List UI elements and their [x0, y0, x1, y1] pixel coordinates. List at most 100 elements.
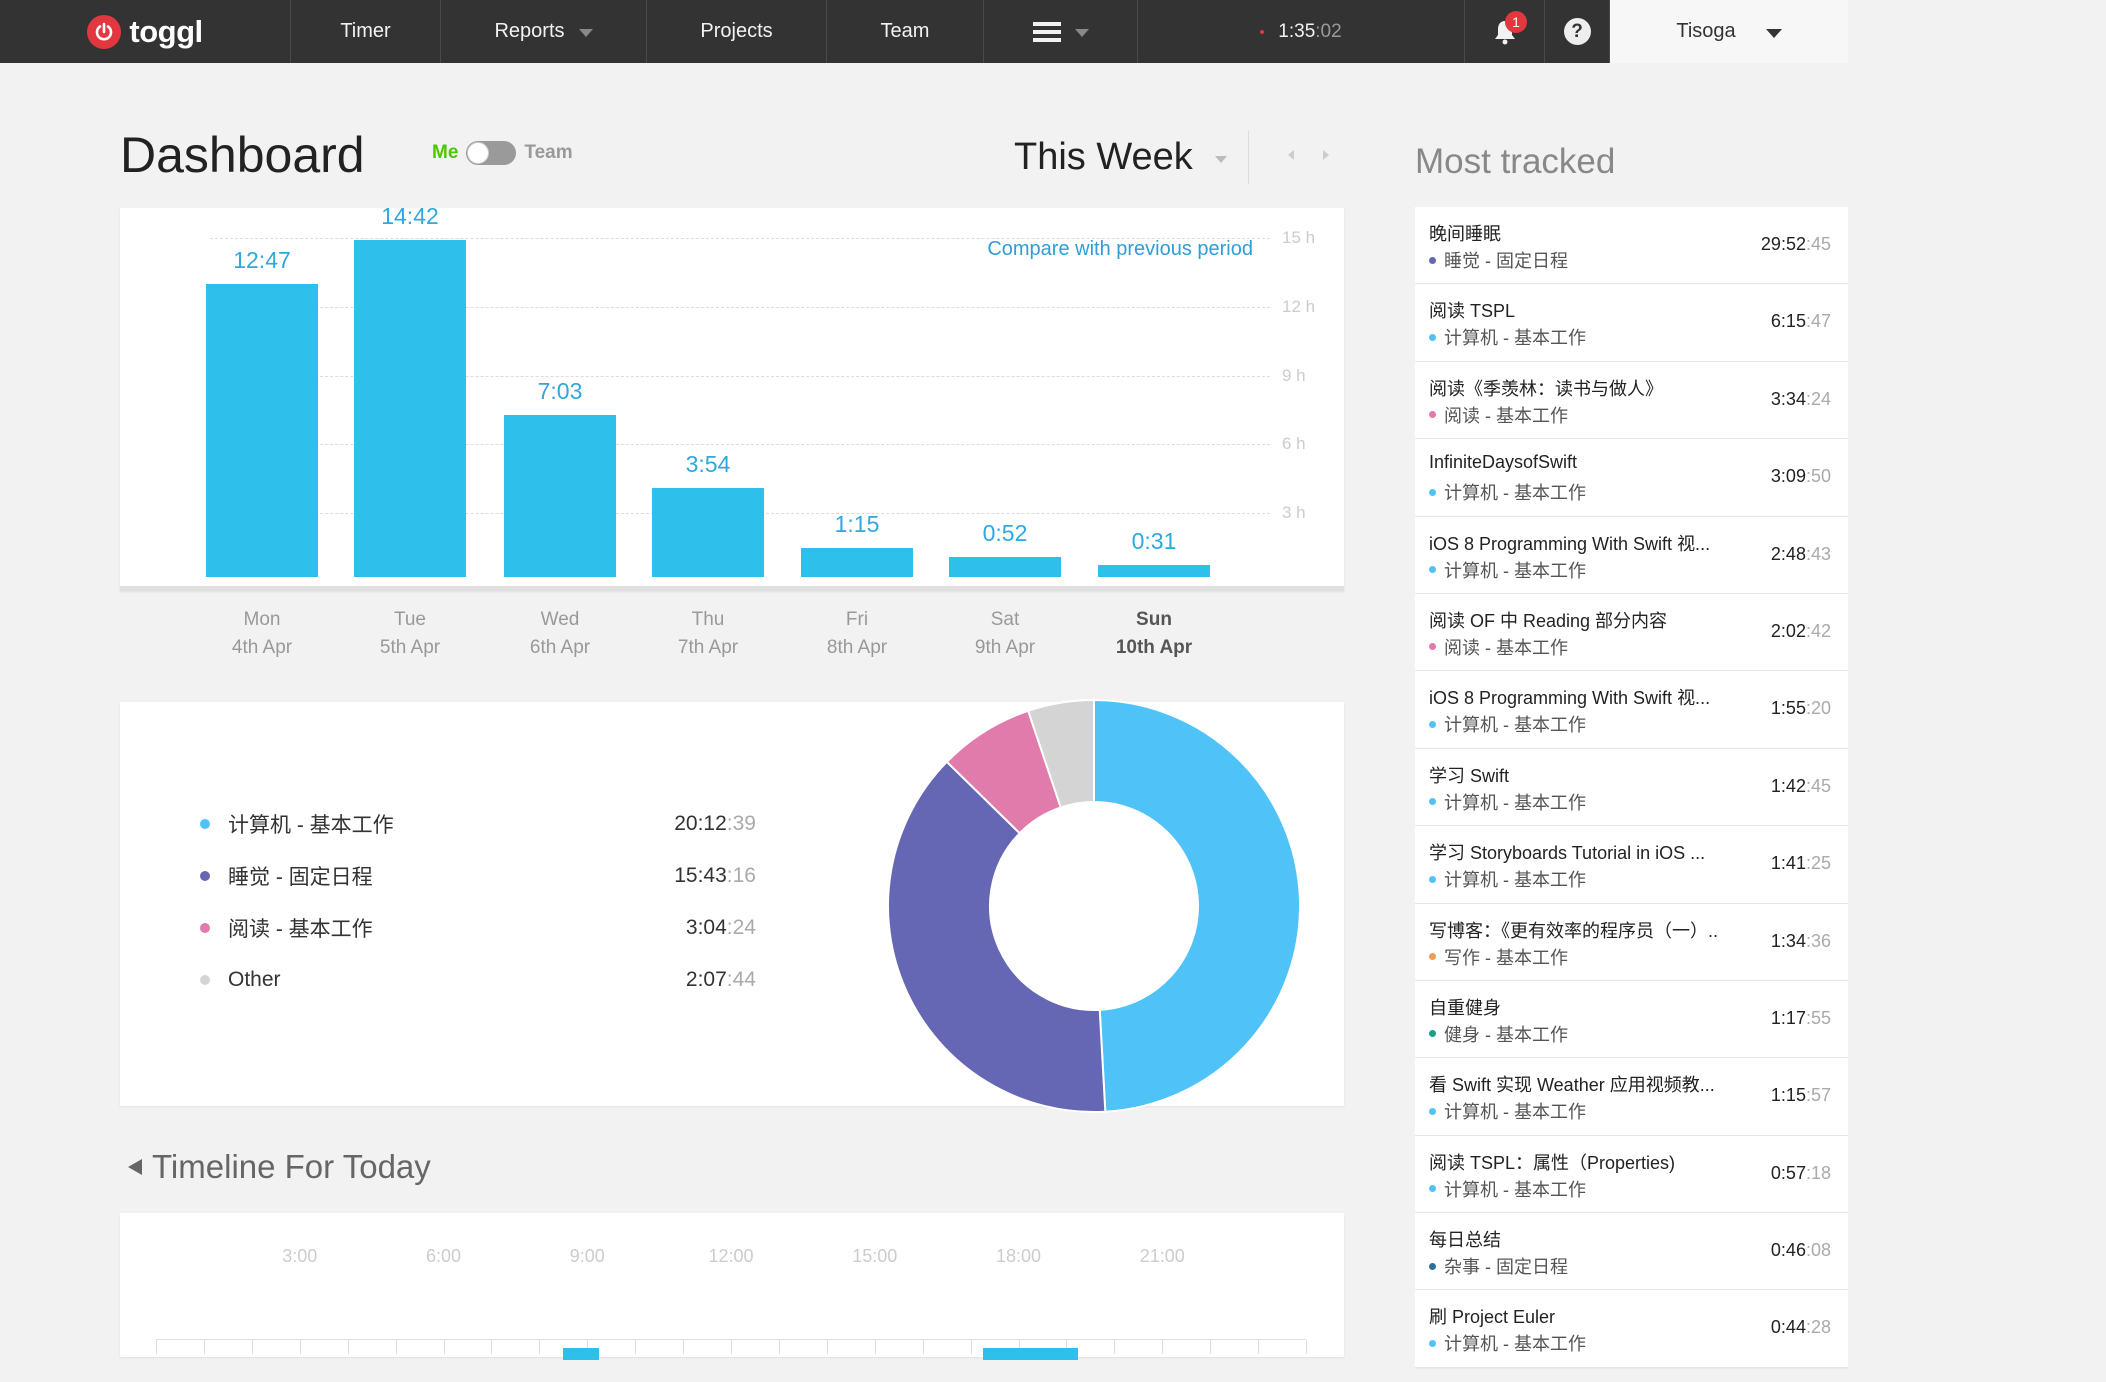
day-bar[interactable] — [949, 557, 1061, 577]
donut-slice[interactable] — [1026, 698, 1095, 809]
day-bar[interactable] — [652, 487, 764, 577]
notifications-button[interactable]: 1 — [1465, 0, 1545, 63]
collapse-arrow-icon[interactable] — [128, 1159, 142, 1175]
nav-team[interactable]: Team — [827, 0, 984, 63]
legend-dot — [200, 975, 210, 985]
timer-hm: 1:35 — [1278, 20, 1316, 42]
most-tracked-item[interactable]: 刷 Project Euler 计算机 - 基本工作 0:44:28 — [1415, 1290, 1848, 1368]
user-menu[interactable]: Tisoga — [1610, 0, 1848, 63]
most-tracked-title: Most tracked — [1415, 142, 1616, 181]
duration-hm: 1:17 — [1770, 1007, 1806, 1028]
most-tracked-item[interactable]: 每日总结 杂事 - 固定日程 0:46:08 — [1415, 1213, 1848, 1291]
day-date: 8th Apr — [826, 637, 888, 658]
timeline-track[interactable] — [156, 1339, 1307, 1360]
toggle-switch[interactable] — [466, 141, 517, 165]
bar-value-label: 0:52 — [982, 520, 1028, 547]
entry-project: 计算机 - 基本工作 — [1429, 1176, 1586, 1202]
user-name: Tisoga — [1676, 20, 1736, 42]
most-tracked-item[interactable]: 学习 Swift 计算机 - 基本工作 1:42:45 — [1415, 748, 1848, 827]
logo-text: toggl — [129, 13, 203, 49]
timeline-tick — [970, 1340, 972, 1354]
nav-timer[interactable]: Timer — [291, 0, 441, 63]
day-bar[interactable] — [504, 415, 616, 577]
project-color-dot — [1429, 1262, 1436, 1270]
entry-name: 阅读 OF 中 Reading 部分内容 — [1429, 610, 1668, 631]
entry-project: 写作 - 基本工作 — [1429, 944, 1568, 970]
compare-previous-link[interactable]: Compare with previous period — [987, 238, 1253, 260]
day-label: Sat 9th Apr — [949, 606, 1061, 662]
entry-duration: 3:09:50 — [1771, 466, 1831, 487]
legend-row[interactable]: 睡觉 - 固定日程 15:43:16 — [200, 861, 756, 891]
most-tracked-item[interactable]: iOS 8 Programming With Swift 视... 计算机 - 基… — [1415, 516, 1848, 594]
most-tracked-item[interactable]: 阅读 OF 中 Reading 部分内容 阅读 - 基本工作 2:02:42 — [1415, 593, 1848, 672]
donut-slice[interactable] — [887, 760, 1107, 1113]
timeline-tick — [443, 1340, 445, 1354]
entry-name: 学习 Swift — [1429, 765, 1510, 786]
entry-duration: 0:44:28 — [1771, 1317, 1831, 1338]
most-tracked-item[interactable]: 看 Swift 实现 Weather 应用视频教... 计算机 - 基本工作 1:1… — [1415, 1058, 1848, 1136]
day-bar[interactable] — [1098, 565, 1210, 577]
day-name: Sun — [1136, 609, 1172, 630]
most-tracked-item[interactable]: 写博客：《更有效率的程序员（一）.. 写作 - 基本工作 1:34:36 — [1415, 903, 1848, 981]
day-bar[interactable] — [354, 239, 466, 577]
timeline-tick — [1066, 1340, 1068, 1354]
nav-reports[interactable]: Reports — [441, 0, 647, 63]
most-tracked-item[interactable]: 学习 Storyboards Tutorial in iOS ... 计算机 - … — [1415, 826, 1848, 904]
duration-hm: 3:04 — [685, 916, 727, 939]
timeline-tick — [1114, 1340, 1116, 1354]
running-timer[interactable]: 1:35:02 — [1138, 0, 1465, 63]
day-name: Fri — [845, 609, 869, 630]
most-tracked-item[interactable]: iOS 8 Programming With Swift 视... 计算机 - 基… — [1415, 671, 1848, 749]
nav-team-label: Team — [880, 20, 930, 42]
timeline-card: 3:00 6:00 9:00 12:00 15:00 18:00 21:00 — [120, 1213, 1344, 1360]
power-icon — [87, 14, 122, 49]
day-bar[interactable] — [801, 548, 913, 577]
most-tracked-item[interactable]: 阅读《季羡林：读书与做人》 阅读 - 基本工作 3:34:24 — [1415, 361, 1848, 440]
project-label: 计算机 - 基本工作 — [1444, 715, 1586, 736]
duration-sec: :18 — [1805, 1162, 1831, 1183]
day-name: Thu — [691, 609, 725, 630]
duration-hm: 1:42 — [1770, 775, 1806, 796]
period-selector[interactable]: This Week — [1014, 136, 1227, 179]
entry-project: 阅读 - 基本工作 — [1429, 402, 1568, 428]
timeline-tick — [539, 1340, 541, 1354]
donut-slice[interactable] — [1093, 698, 1301, 1113]
entry-name: 每日总结 — [1429, 1230, 1501, 1251]
duration-hm: 29:52 — [1760, 234, 1806, 254]
me-team-toggle[interactable]: Me Team — [432, 141, 573, 165]
most-tracked-item[interactable]: 阅读 TSPL 计算机 - 基本工作 6:15:47 — [1415, 284, 1848, 362]
previous-period-icon[interactable] — [1288, 150, 1294, 160]
most-tracked-item[interactable]: 晚间睡眠 睡觉 - 固定日程 29:52:45 — [1415, 207, 1848, 285]
legend-row[interactable]: 计算机 - 基本工作 20:12:39 — [200, 809, 756, 839]
most-tracked-item[interactable]: 自重健身 健身 - 基本工作 1:17:55 — [1415, 980, 1848, 1059]
day-date: 10th Apr — [1115, 637, 1193, 658]
nav-more-menu[interactable] — [984, 0, 1138, 63]
legend-duration: 15:43:16 — [674, 864, 756, 888]
toggl-logo[interactable]: toggl — [0, 0, 291, 63]
grid-line — [210, 238, 1270, 239]
duration-sec: :50 — [1805, 466, 1831, 487]
toggle-team-label[interactable]: Team — [524, 142, 573, 163]
duration-sec: :25 — [1805, 853, 1831, 874]
nav-reports-label: Reports — [494, 20, 565, 42]
timeline-heading[interactable]: Timeline For Today — [128, 1148, 431, 1186]
legend-row[interactable]: Other 2:07:44 — [200, 965, 756, 995]
next-period-icon[interactable] — [1323, 150, 1329, 160]
entry-project: 睡觉 - 固定日程 — [1429, 247, 1568, 273]
entry-project: 计算机 - 基本工作 — [1429, 1098, 1586, 1124]
day-bar[interactable] — [206, 283, 318, 577]
legend-label: 阅读 - 基本工作 — [228, 918, 373, 941]
nav-projects[interactable]: Projects — [647, 0, 827, 63]
most-tracked-item[interactable]: 阅读 TSPL：属性（Properties) 计算机 - 基本工作 0:57:18 — [1415, 1135, 1848, 1214]
legend-row[interactable]: 阅读 - 基本工作 3:04:24 — [200, 913, 756, 943]
most-tracked-item[interactable]: InfiniteDaysofSwift 计算机 - 基本工作 3:09:50 — [1415, 439, 1848, 517]
timeline-entry[interactable] — [982, 1348, 1079, 1360]
duration-sec: :44 — [726, 968, 756, 991]
legend-dot — [200, 871, 210, 881]
toggle-me-label[interactable]: Me — [432, 142, 459, 163]
duration-hm: 0:44 — [1770, 1317, 1806, 1338]
entry-duration: 3:34:24 — [1771, 389, 1831, 410]
help-button[interactable]: ? — [1545, 0, 1610, 63]
timeline-entry[interactable] — [563, 1348, 600, 1360]
entry-duration: 2:02:42 — [1771, 621, 1831, 642]
